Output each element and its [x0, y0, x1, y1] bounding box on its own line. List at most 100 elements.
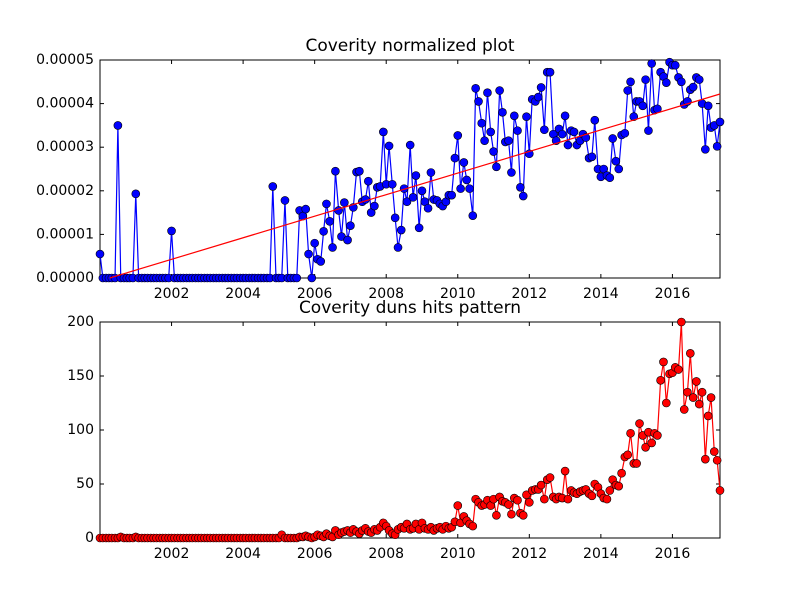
data-point: [411, 171, 421, 180]
data-point: [402, 197, 412, 206]
data-point: [692, 377, 701, 386]
data-point: [426, 168, 436, 177]
data-point: [423, 203, 433, 213]
x-tick-label: 2016: [655, 286, 691, 302]
data-point: [417, 186, 427, 196]
data-point: [167, 226, 176, 236]
data-point: [587, 491, 597, 501]
data-point: [701, 145, 710, 154]
data-point: [414, 223, 424, 233]
data-point: [536, 480, 546, 490]
x-tick-label: 2012: [511, 286, 547, 302]
data-point: [587, 152, 597, 162]
data-point: [614, 164, 624, 174]
data-point: [703, 101, 713, 111]
data-point: [405, 140, 415, 150]
data-point: [536, 83, 546, 92]
data-point: [453, 131, 463, 140]
data-point: [560, 111, 570, 121]
data-point: [280, 196, 290, 205]
data-point: [387, 179, 397, 189]
data-point: [623, 86, 632, 95]
data-point: [477, 118, 487, 128]
chart-title: Coverity normalized plot: [305, 36, 514, 56]
data-point: [495, 86, 504, 95]
data-point: [629, 112, 639, 121]
data-point: [545, 67, 555, 77]
data-point: [516, 183, 525, 192]
data-point: [447, 190, 456, 200]
data-point: [679, 405, 689, 414]
data-point: [483, 88, 492, 97]
data-point: [632, 459, 641, 468]
series-line: [109, 93, 721, 279]
data-point: [715, 486, 725, 495]
data-point: [390, 213, 400, 223]
data-point: [647, 438, 656, 448]
data-point: [456, 184, 465, 193]
data-point: [480, 136, 489, 145]
data-point: [605, 486, 615, 495]
data-point: [659, 357, 668, 367]
data-point: [507, 168, 516, 177]
data-point: [364, 176, 373, 186]
data-point: [507, 509, 516, 519]
data-point: [518, 511, 528, 520]
y-tick-label: 150: [67, 368, 94, 384]
x-tick-label: 2014: [583, 286, 619, 302]
data-point: [408, 193, 418, 202]
y-tick-label: 50: [76, 476, 94, 492]
data-point: [384, 141, 394, 151]
data-point: [513, 126, 522, 135]
data-point: [617, 468, 626, 478]
data-point: [325, 217, 334, 226]
data-point: [370, 201, 379, 211]
x-tick-label: 2014: [583, 546, 619, 562]
x-tick-label: 2016: [655, 546, 691, 562]
data-point: [540, 494, 549, 504]
data-point: [670, 60, 680, 70]
data-point: [688, 393, 698, 402]
data-point: [486, 127, 495, 137]
x-tick-label: 2010: [440, 286, 476, 302]
x-tick-label: 2012: [511, 546, 547, 562]
data-point: [307, 273, 317, 283]
data-point: [525, 498, 534, 507]
data-point: [533, 92, 543, 102]
data-point: [465, 184, 474, 193]
data-point: [504, 500, 513, 509]
data-point: [346, 221, 355, 230]
data-point: [474, 97, 483, 106]
data-point: [518, 191, 528, 201]
data-point: [462, 175, 472, 185]
plot-frame: [99, 59, 721, 279]
data-point: [304, 249, 313, 259]
data-point: [492, 162, 501, 172]
data-point: [316, 257, 326, 266]
data-point: [504, 136, 513, 145]
data-point: [677, 77, 686, 87]
plot-frame: [99, 321, 721, 539]
data-point: [709, 447, 719, 456]
data-point: [355, 166, 364, 176]
data-point: [644, 126, 653, 135]
data-point: [396, 225, 406, 235]
data-point: [602, 494, 612, 504]
data-point: [653, 431, 662, 440]
data-point: [623, 450, 632, 460]
data-point: [715, 117, 725, 127]
data-point: [557, 129, 567, 139]
series-line: [100, 321, 721, 539]
data-point: [712, 455, 722, 465]
x-tick-label: 2008: [368, 546, 404, 562]
data-point: [701, 454, 710, 464]
data-point: [509, 111, 519, 121]
data-point: [319, 227, 328, 236]
data-point: [340, 198, 349, 207]
data-point: [522, 112, 531, 121]
x-tick-label: 2004: [225, 546, 261, 562]
data-point: [605, 173, 615, 183]
data-point: [626, 428, 635, 438]
data-point: [641, 442, 650, 452]
data-point: [641, 75, 650, 84]
